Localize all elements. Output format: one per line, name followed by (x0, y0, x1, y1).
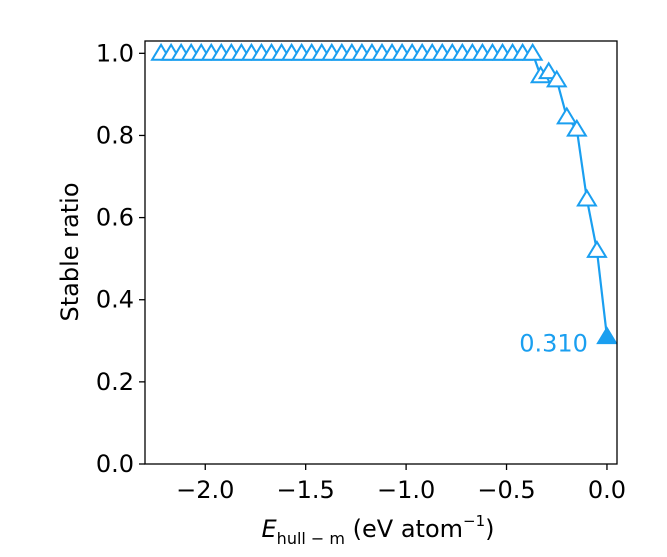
x-axis-label-units: (eV atom (345, 515, 463, 543)
plot-area (145, 41, 617, 464)
data-point-marker (537, 61, 560, 80)
data-point-marker (521, 42, 544, 61)
x-axis-label-subscript: hull − m (277, 529, 345, 548)
y-tick-label: 0.2 (96, 368, 134, 396)
y-tick-label: 0.0 (96, 450, 134, 478)
y-tick-label: 0.4 (96, 286, 134, 314)
x-axis-label: Ehull − m (eV atom−1) (262, 512, 495, 548)
data-point-marker (576, 188, 598, 207)
y-tick-label: 0.6 (96, 204, 134, 232)
plot-frame (144, 40, 618, 465)
x-axis-label-symbol: E (262, 515, 278, 543)
data-point-marker (556, 106, 578, 125)
endpoint-annotation: 0.310 (519, 330, 588, 358)
x-axis-label-close: ) (485, 515, 494, 543)
x-tick-label: −1.5 (277, 476, 335, 504)
y-axis-label: Stable ratio (56, 183, 84, 322)
y-tick-label: 1.0 (96, 39, 134, 67)
x-tick-label: −2.0 (176, 476, 234, 504)
x-tick-label: 0.0 (588, 476, 626, 504)
x-tick-label: −0.5 (477, 476, 535, 504)
x-axis-label-exponent: −1 (463, 512, 485, 530)
data-point-marker (545, 69, 568, 88)
x-tick-label: −1.0 (377, 476, 435, 504)
endpoint-marker (596, 326, 618, 345)
data-point-marker (566, 118, 588, 137)
y-tick-label: 0.8 (96, 121, 134, 149)
data-point-marker (586, 240, 608, 258)
